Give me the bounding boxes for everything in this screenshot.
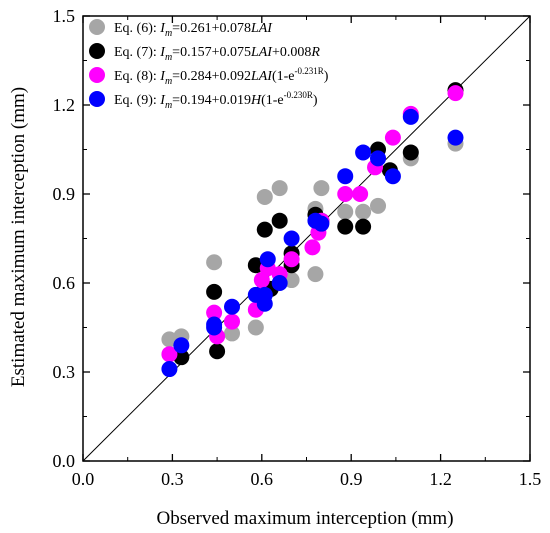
data-point: [206, 304, 223, 321]
x-axis-label: Observed maximum interception (mm): [156, 508, 453, 529]
data-point: [224, 325, 240, 342]
data-point: [337, 186, 354, 202]
y-tick-label: 0.9: [53, 184, 76, 204]
data-point: [402, 108, 419, 125]
data-point: [304, 239, 321, 256]
data-point: [352, 186, 369, 202]
data-point: [206, 254, 223, 271]
legend-marker: [89, 43, 105, 59]
legend-entry: Eq. (7): Im=0.157+0.075LAI+0.008R: [114, 45, 320, 63]
legend: Eq. (6): Im=0.261+0.078LAI Eq. (7): Im=0.…: [89, 19, 329, 111]
x-tick-label: 0.6: [251, 469, 274, 489]
x-tick-label: 0.0: [72, 469, 95, 489]
data-point: [370, 197, 387, 214]
data-point: [224, 313, 240, 330]
data-point: [355, 218, 372, 235]
legend-entry: Eq. (8): Im=0.284+0.092LAI(1-e-0.231R): [114, 66, 329, 87]
data-point: [271, 275, 288, 291]
data-point: [384, 129, 401, 146]
legend-entry: Eq. (6): Im=0.261+0.078LAI: [114, 21, 273, 39]
y-tick-label: 0.3: [53, 362, 76, 382]
y-tick-label: 0.0: [53, 451, 76, 471]
data-point: [307, 266, 324, 283]
legend-marker: [89, 67, 105, 83]
data-point: [206, 283, 223, 300]
data-point: [384, 168, 401, 185]
data-point: [271, 180, 288, 197]
data-point: [337, 218, 354, 235]
legend-entry: Eq. (9): Im=0.194+0.019H(1-e-0.230R): [114, 90, 318, 111]
data-point: [283, 251, 300, 268]
data-point: [313, 215, 330, 232]
data-point: [337, 203, 354, 220]
data-point: [224, 298, 240, 315]
data-point: [283, 230, 300, 247]
y-tick-label: 0.6: [53, 273, 76, 293]
y-axis-label: Estimated maximum interception (mm): [8, 87, 29, 387]
x-tick-label: 0.3: [161, 469, 184, 489]
data-point: [161, 361, 178, 378]
data-point: [313, 180, 330, 197]
data-point: [447, 129, 464, 146]
data-point: [447, 85, 464, 102]
y-tick-label: 1.5: [53, 6, 76, 26]
data-point: [256, 221, 273, 238]
data-point: [161, 346, 178, 363]
data-point: [256, 188, 273, 205]
x-tick-label: 1.5: [519, 469, 542, 489]
data-point: [206, 316, 223, 333]
legend-marker: [89, 91, 105, 107]
data-point: [253, 272, 270, 289]
y-tick-label: 1.2: [53, 95, 76, 115]
data-point: [209, 343, 226, 360]
data-point: [355, 144, 372, 161]
data-point: [402, 144, 419, 161]
x-tick-label: 1.2: [429, 469, 452, 489]
x-tick-label: 0.9: [340, 469, 363, 489]
legend-marker: [89, 19, 105, 35]
data-point: [259, 251, 276, 268]
data-points: [161, 82, 464, 378]
axis-ticks: 0.0 0.3 0.6 0.9 1.2 1.5 0.0 0.3 0.6 0.9 1.2 1.5: [53, 6, 542, 489]
data-point: [337, 168, 354, 185]
data-point: [173, 337, 190, 354]
data-point: [271, 212, 288, 229]
data-point: [355, 203, 372, 220]
data-point: [256, 286, 273, 303]
data-point: [247, 319, 264, 336]
data-point: [370, 150, 387, 167]
